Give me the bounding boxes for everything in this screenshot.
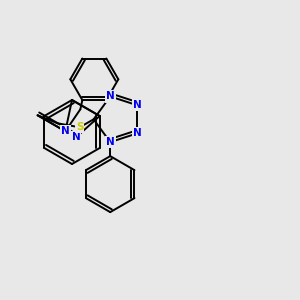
Text: N: N	[106, 137, 115, 147]
Text: N: N	[106, 92, 115, 101]
Text: N: N	[72, 132, 80, 142]
Text: N: N	[133, 128, 141, 138]
Text: N: N	[61, 126, 70, 136]
Text: N: N	[133, 100, 141, 110]
Text: S: S	[76, 122, 83, 132]
